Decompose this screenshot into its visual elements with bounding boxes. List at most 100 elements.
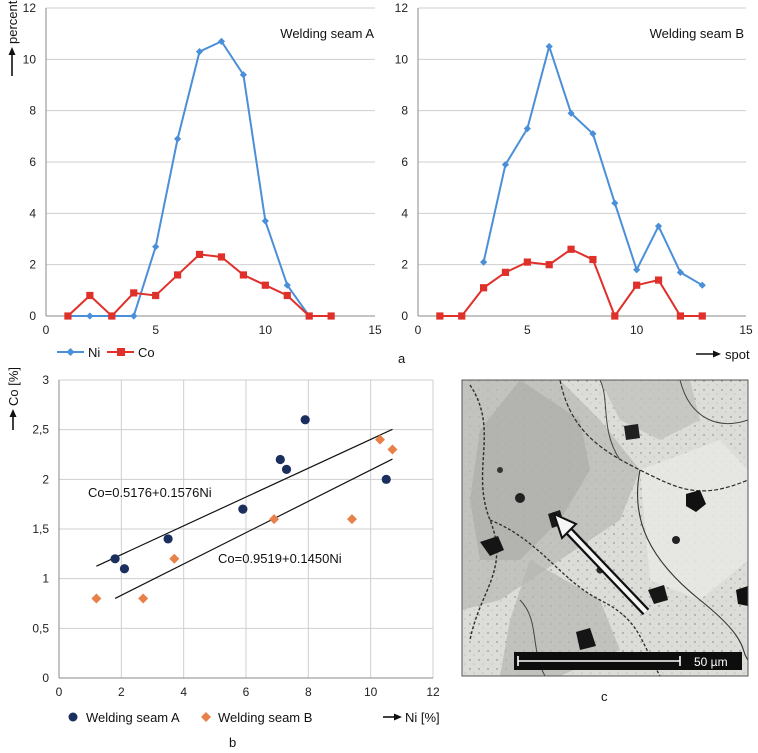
data-point-co xyxy=(611,312,619,320)
data-point-co xyxy=(523,258,531,266)
xlabel-spot: spot xyxy=(725,347,750,362)
series-line-co xyxy=(439,248,703,319)
x-tick-label: 0 xyxy=(56,685,63,699)
data-point-ni xyxy=(195,48,204,56)
data-point-ni xyxy=(633,266,641,274)
y-tick-label: 4 xyxy=(401,206,408,220)
data-point-co xyxy=(305,312,313,320)
scale-bar-label: 50 µm xyxy=(694,655,728,669)
ylabel-percent: percent xyxy=(5,0,20,44)
x-tick-label: 0 xyxy=(415,323,422,337)
data-point-seam-a xyxy=(281,464,292,474)
data-point-ni xyxy=(698,281,706,289)
data-point-co xyxy=(195,250,204,258)
trendline-seam-b xyxy=(96,428,393,567)
data-point-co xyxy=(327,312,335,320)
legend-label-co: Co xyxy=(138,345,155,360)
data-point-ni xyxy=(480,258,488,266)
y-tick-label: 12 xyxy=(395,1,409,15)
data-point-seam-b xyxy=(138,593,149,604)
legend-a: Ni Co xyxy=(57,345,155,360)
chart-co-vs-ni: 0 0,5 1 1,5 2 2,5 3 0 2 4 6 8 10 12 Co=0.5176+0.1576N… xyxy=(32,373,440,699)
y-tick-label: 1 xyxy=(42,572,49,586)
data-point-ni xyxy=(567,109,575,117)
data-point-ni xyxy=(545,42,553,51)
data-point-seam-b xyxy=(387,444,398,455)
data-point-co xyxy=(108,312,116,320)
panel-label-a: a xyxy=(398,351,406,366)
x-tick-label: 4 xyxy=(180,685,187,699)
y-tick-label: 1,5 xyxy=(32,522,49,536)
y-tick-label: 3 xyxy=(42,373,49,387)
y-tick-label: 4 xyxy=(29,206,36,220)
y-tick-label: 0 xyxy=(29,309,36,323)
data-point-seam-b xyxy=(269,514,280,525)
data-point-seam-a xyxy=(275,454,285,465)
y-tick-label: 2,5 xyxy=(32,423,49,437)
y-tick-label: 8 xyxy=(401,104,408,118)
data-point-co xyxy=(283,291,291,300)
y-tick-label: 12 xyxy=(23,1,37,15)
data-point-co xyxy=(501,268,510,276)
y-axis-label-co: Co [%] xyxy=(6,367,21,430)
y-tick-label: 0,5 xyxy=(32,621,49,635)
trendline-label-b: Co=0.9519+0.1450Ni xyxy=(218,551,342,566)
data-point-ni xyxy=(283,281,291,289)
x-axis-label-ni: Ni [%] xyxy=(383,710,440,725)
data-point-co xyxy=(130,289,138,297)
y-tick-label: 6 xyxy=(29,155,36,169)
data-point-co xyxy=(174,271,182,279)
data-point-co xyxy=(698,312,706,320)
y-tick-label: 2 xyxy=(42,472,49,486)
chart-title: Welding seam B xyxy=(650,26,744,41)
data-point-ni xyxy=(217,37,226,45)
data-point-seam-a xyxy=(119,564,130,574)
series-line-co xyxy=(67,253,332,318)
x-tick-label: 10 xyxy=(630,323,644,337)
y-tick-label: 10 xyxy=(395,52,409,66)
series-line-ni xyxy=(482,42,703,287)
y-tick-label: 2 xyxy=(29,258,36,272)
y-tick-label: 10 xyxy=(23,52,37,66)
data-point-seam-b xyxy=(169,553,180,564)
x-tick-label: 5 xyxy=(524,323,531,337)
x-tick-label: 10 xyxy=(259,323,273,337)
data-point-ni xyxy=(261,217,269,225)
x-tick-label: 15 xyxy=(739,323,753,337)
legend-marker-co xyxy=(117,348,125,356)
legend-b: Welding seam A Welding seam B xyxy=(68,710,312,725)
y-tick-label: 0 xyxy=(42,671,49,685)
chart-welding-seam-b: 0 2 4 6 8 10 12 0 5 10 15 Welding seam B xyxy=(395,1,753,337)
data-point-seam-b xyxy=(346,514,357,525)
data-point-seam-a xyxy=(110,554,120,564)
data-point-seam-a xyxy=(163,534,173,544)
x-tick-label: 0 xyxy=(43,323,50,337)
x-tick-label: 12 xyxy=(426,685,440,699)
data-point-co xyxy=(217,253,226,261)
data-point-ni xyxy=(523,125,531,133)
panel-label-b: b xyxy=(229,735,236,750)
x-tick-label: 2 xyxy=(118,685,125,699)
ylabel-co: Co [%] xyxy=(6,367,21,406)
y-tick-label: 6 xyxy=(401,155,408,169)
chart-welding-seam-a: 0 2 4 6 8 10 12 0 5 10 15 Welding seam A xyxy=(23,1,382,337)
legend-marker-seam-a xyxy=(68,712,78,722)
data-point-ni xyxy=(501,160,510,169)
data-point-co xyxy=(458,312,466,320)
y-tick-label: 8 xyxy=(29,104,36,118)
data-point-seam-a xyxy=(238,504,248,514)
series-line-ni xyxy=(67,40,311,317)
trendline-label-a: Co=0.5176+0.1576Ni xyxy=(88,485,212,500)
data-point-co xyxy=(239,271,247,279)
data-point-ni xyxy=(239,71,247,79)
data-point-seam-a xyxy=(300,415,310,425)
data-point-co xyxy=(633,281,641,289)
x-tick-label: 5 xyxy=(152,323,159,337)
data-point-ni xyxy=(86,312,94,320)
data-point-ni xyxy=(611,199,619,207)
data-point-co xyxy=(261,281,269,289)
legend-label-ni: Ni xyxy=(88,345,100,360)
legend-marker-seam-b xyxy=(201,712,211,722)
x-tick-label: 15 xyxy=(368,323,382,337)
